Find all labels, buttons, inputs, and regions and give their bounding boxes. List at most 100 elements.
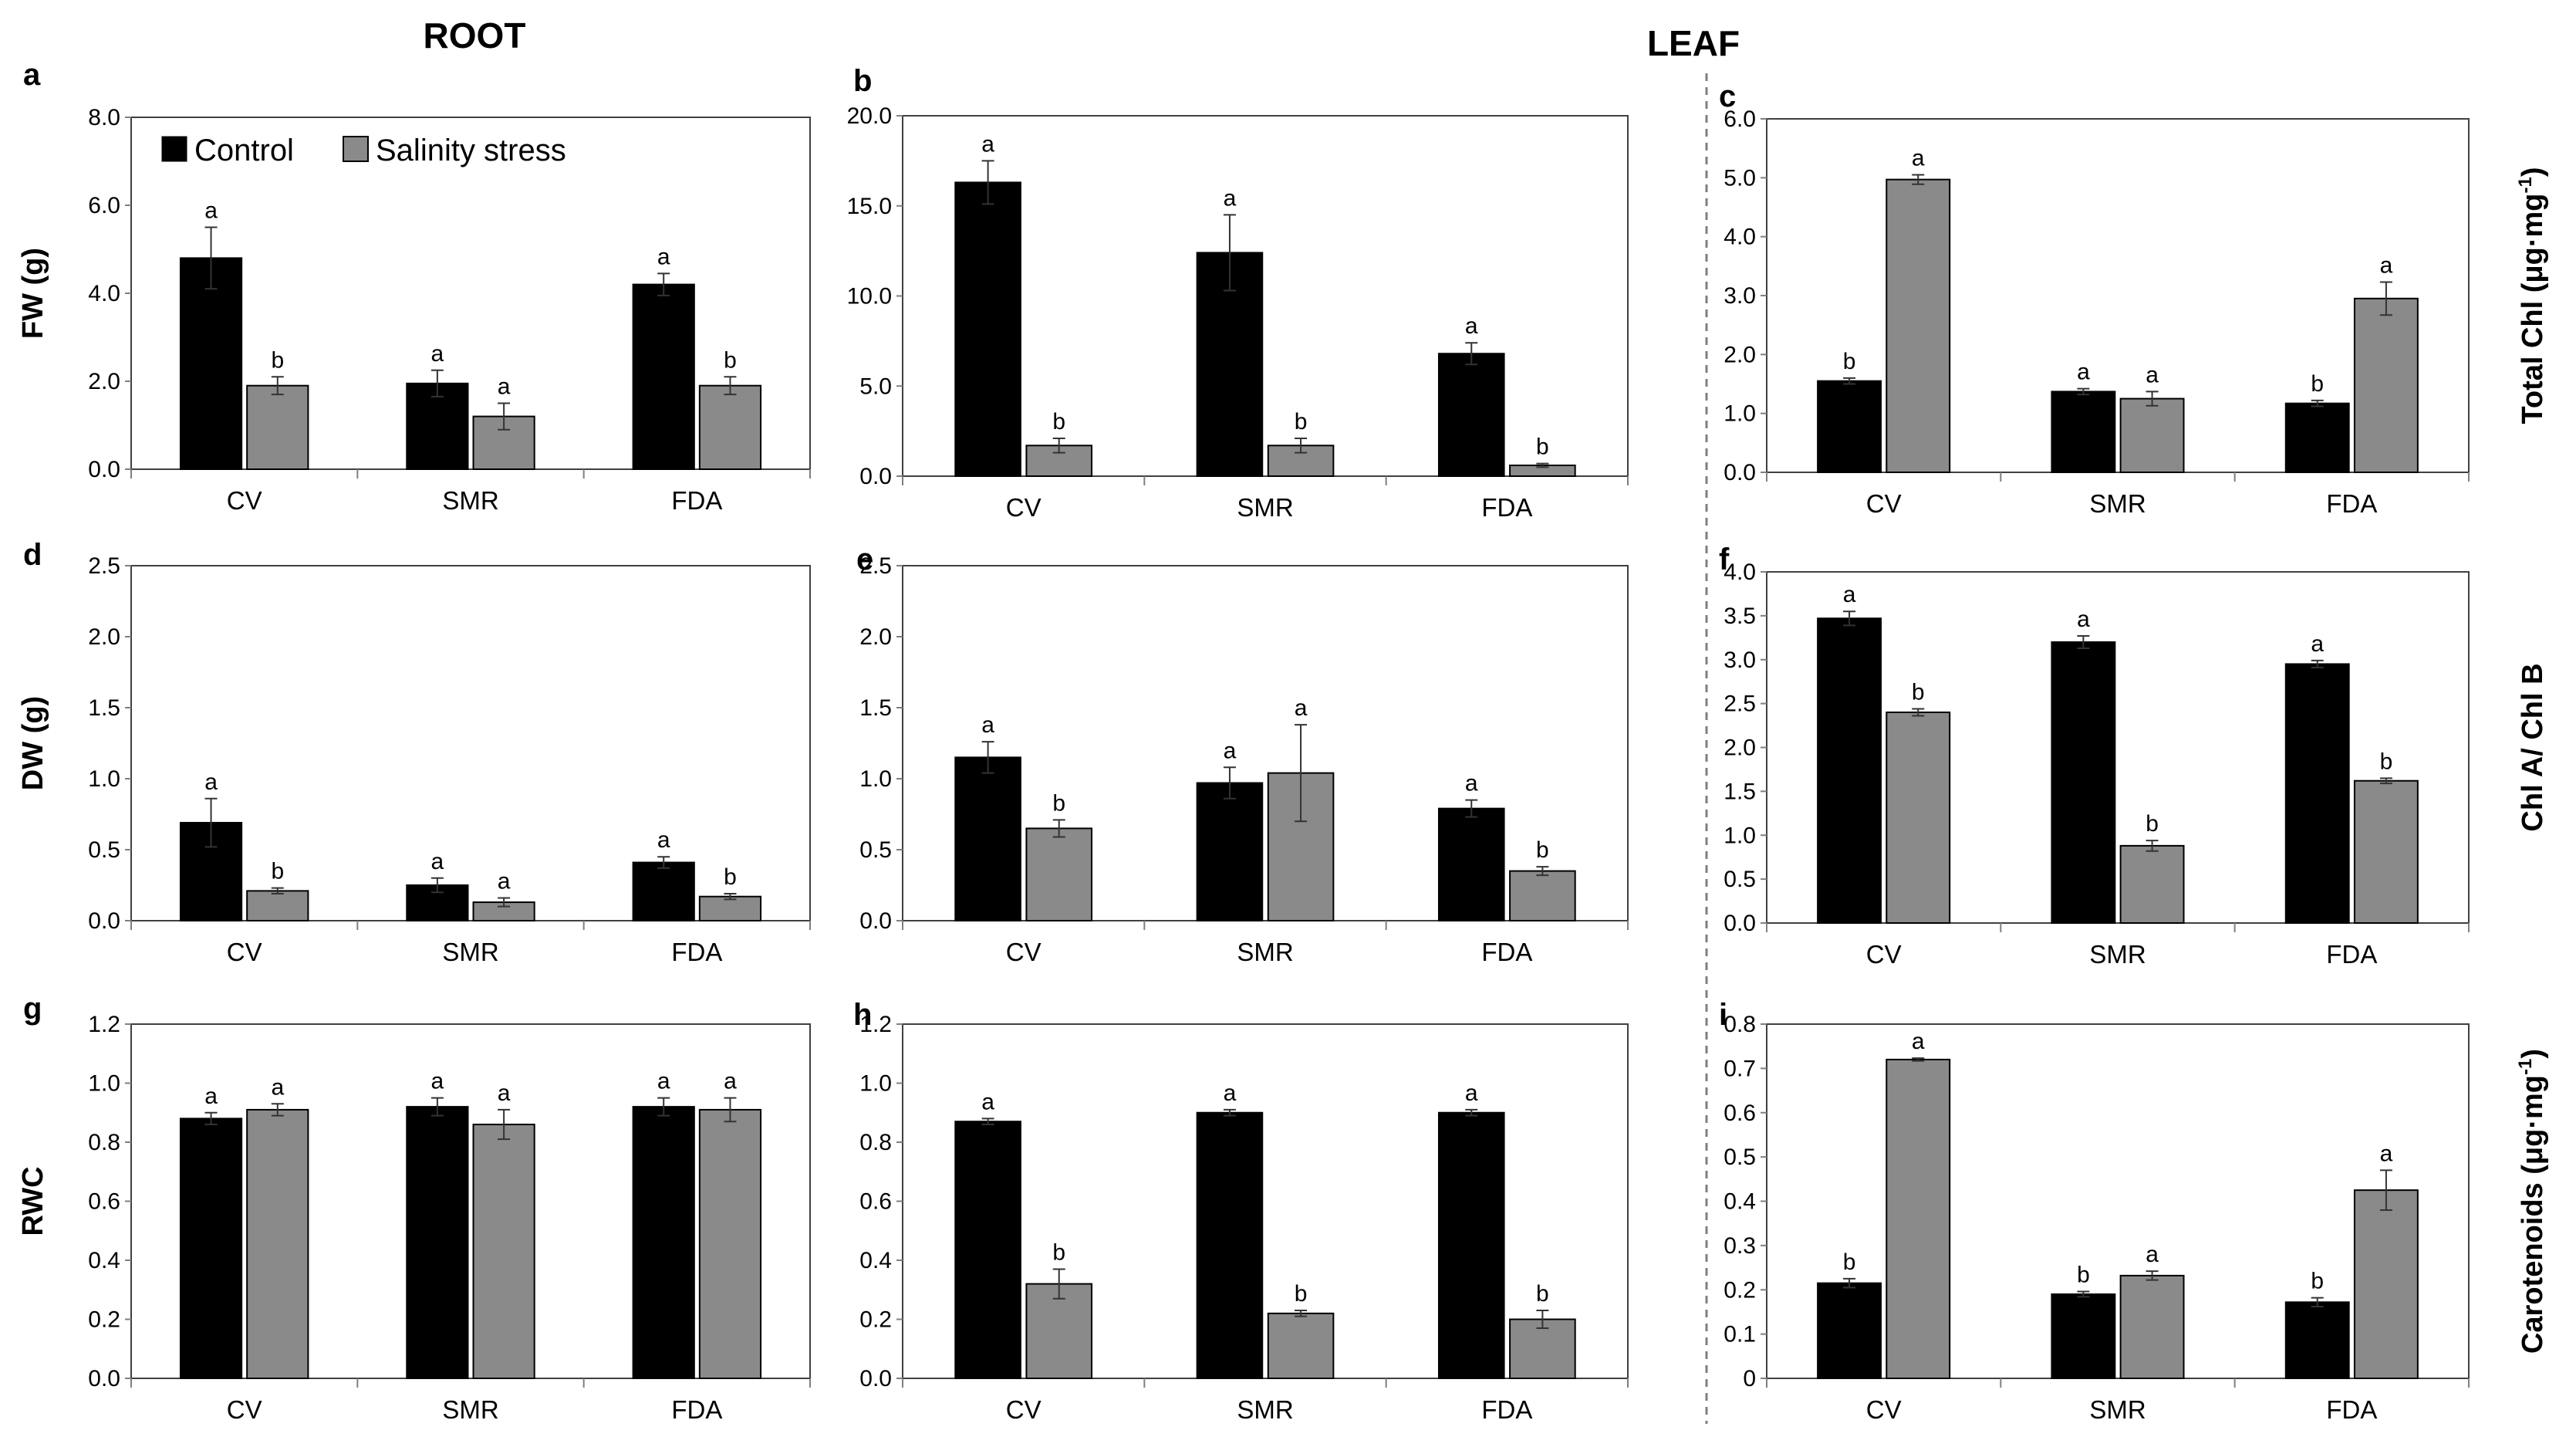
significance-label: a (2077, 607, 2090, 632)
significance-label: b (724, 864, 737, 890)
salinity-bar (246, 890, 309, 921)
y-tick-label: 0.0 (88, 1366, 120, 1391)
y-tick-label: 5.0 (1724, 165, 1756, 191)
y-tick-label: 0.0 (859, 1366, 892, 1391)
y-tick-label: 0.0 (859, 908, 892, 934)
x-tick-label: FDA (2326, 940, 2377, 969)
control-bar (406, 1106, 469, 1379)
x-tick-label: SMR (2089, 1395, 2146, 1424)
panel-g: g 0.0 0.2 0.4 0.6 0.8 1.0 1.2 CV SMR FDA a a a a a a RWC (17, 992, 811, 1424)
y-tick-label: 2.0 (859, 624, 892, 650)
salinity-bar (698, 1108, 762, 1380)
salinity-bar (472, 1124, 535, 1380)
significance-label: a (981, 131, 994, 157)
leaf-header: LEAF (1647, 23, 1740, 63)
y-tick-label: 1.0 (859, 766, 892, 792)
salinity-bar (1267, 1312, 1335, 1379)
significance-label: b (2311, 371, 2324, 397)
plot-frame (130, 565, 811, 921)
control-bar (954, 756, 1021, 922)
x-tick-label: SMR (1237, 493, 1293, 522)
y-tick-label: 1.0 (1724, 823, 1756, 848)
y-axis-title-text: Chl A/ Chl B (2517, 663, 2549, 831)
salinity-bar (2353, 779, 2419, 924)
x-tick-label: SMR (442, 486, 498, 515)
y-tick-label: 0.5 (1724, 1145, 1756, 1170)
significance-label: b (1295, 409, 1308, 434)
x-tick-label: CV (1006, 1395, 1042, 1424)
x-tick-label: CV (227, 938, 262, 966)
significance-label: a (724, 1069, 737, 1094)
significance-label: b (1536, 1281, 1549, 1307)
control-bar (2051, 1293, 2116, 1380)
y-axis-title-text: DW (g) (17, 696, 49, 790)
y-axis-title-tail: ) (2517, 1049, 2549, 1059)
y-tick-label: 0.5 (1724, 867, 1756, 892)
y-axis-title: Total Chl (μg·mg-1) (2515, 167, 2549, 424)
control-bar (1817, 380, 1882, 473)
x-tick-label: FDA (1481, 493, 1532, 522)
x-tick-label: SMR (2089, 489, 2146, 518)
control-bar (1817, 617, 1882, 924)
x-tick-label: CV (1866, 489, 1902, 518)
significance-label: b (1536, 837, 1549, 863)
significance-label: b (271, 859, 284, 884)
panel-a: a 0.0 2.0 4.0 6.0 8.0 CV SMR FDA a a a b a b FW (g) (17, 58, 811, 515)
control-bar (1817, 1282, 1882, 1380)
y-tick-label: 0.1 (1724, 1322, 1756, 1347)
significance-label: a (2146, 1242, 2159, 1267)
control-bar (1196, 782, 1264, 922)
panel-letter: e (856, 543, 873, 576)
legend-control-label: Control (194, 134, 294, 167)
x-tick-label: SMR (1237, 938, 1293, 966)
control-bar (2284, 402, 2350, 473)
salinity-bar (2119, 397, 2185, 473)
control-bar (179, 257, 243, 470)
y-tick-label: 0.3 (1724, 1233, 1756, 1259)
control-bar (2284, 1301, 2350, 1379)
control-bar (2051, 391, 2116, 474)
y-tick-label: 1.5 (1724, 779, 1756, 804)
control-bar (1437, 807, 1505, 922)
significance-label: a (1912, 146, 1925, 171)
significance-label: a (981, 1089, 994, 1114)
salinity-bar (698, 895, 762, 921)
x-tick-label: FDA (2326, 489, 2377, 518)
x-tick-label: CV (227, 1395, 262, 1424)
control-bar (2051, 641, 2116, 924)
y-tick-label: 0.7 (1724, 1056, 1756, 1081)
y-tick-label: 2.0 (88, 369, 120, 394)
y-tick-label: 6.0 (1724, 107, 1756, 132)
y-tick-label: 4.0 (88, 281, 120, 306)
y-tick-label: 0.6 (859, 1189, 892, 1215)
significance-label: a (1224, 1080, 1237, 1106)
y-tick-label: 0.6 (1724, 1101, 1756, 1126)
y-tick-label: 0.2 (1724, 1277, 1756, 1303)
x-tick-label: FDA (2326, 1395, 2377, 1424)
legend-salinity-swatch (343, 136, 369, 162)
significance-label: b (1912, 679, 1925, 705)
y-axis-title-superscript: -1 (2515, 1059, 2536, 1075)
y-tick-label: 1.5 (88, 695, 120, 721)
panel-h: h 0.0 0.2 0.4 0.6 0.8 1.0 1.2 CV SMR FDA a a a b b b (853, 998, 1629, 1424)
significance-label: a (431, 1069, 444, 1094)
y-tick-label: 2.5 (1724, 691, 1756, 717)
control-bar (179, 1117, 243, 1380)
y-tick-label: 20.0 (847, 103, 892, 129)
x-tick-label: SMR (2089, 940, 2146, 969)
significance-label: b (1536, 434, 1549, 460)
control-bar (632, 1106, 695, 1379)
y-tick-label: 3.0 (1724, 283, 1756, 309)
x-tick-label: FDA (671, 1395, 722, 1424)
panel-letter: f (1719, 543, 1730, 576)
legend-control-swatch (161, 136, 187, 162)
x-tick-label: CV (1006, 493, 1042, 522)
significance-label: a (1843, 582, 1856, 607)
significance-label: a (1224, 185, 1237, 211)
significance-label: a (1465, 313, 1478, 339)
y-axis-title: FW (g) (17, 248, 49, 339)
control-bar (632, 861, 695, 922)
panel-letter: h (853, 998, 872, 1032)
significance-label: b (2077, 1263, 2090, 1288)
x-tick-label: CV (1006, 938, 1042, 966)
